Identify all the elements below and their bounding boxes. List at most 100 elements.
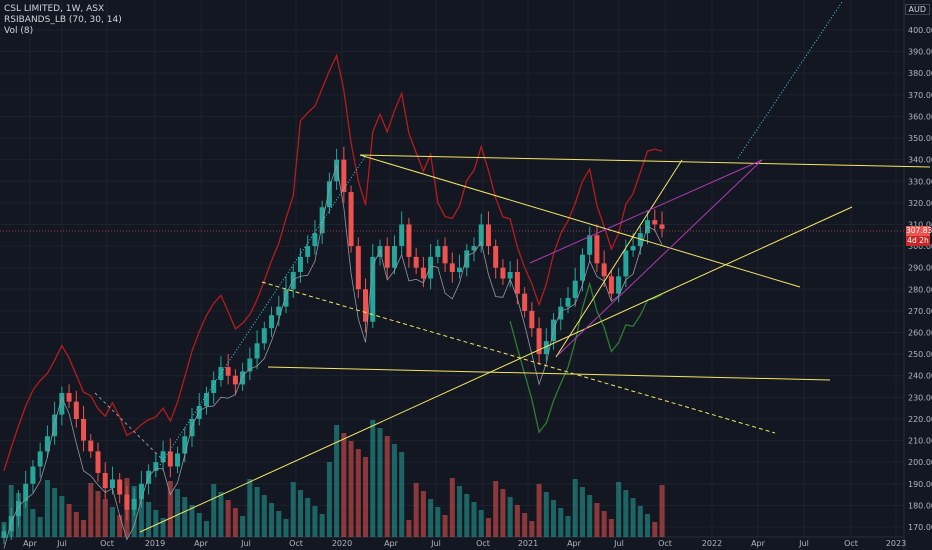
time-tick-label: Jul [430,539,441,548]
candle-body [363,289,369,322]
steep-trendline [555,159,683,358]
candle-body [514,272,520,294]
candle-body [457,267,463,273]
volume-bar [232,508,238,537]
bar-countdown-tag: 4d 2h [906,236,930,246]
candle-body [399,224,405,247]
candle-body [218,367,224,381]
time-tick-label: 2021 [518,539,538,548]
volume-bar [579,487,585,537]
candle-body [117,479,123,495]
price-tick-label: 230.00 [908,393,932,402]
price-tick-label: 280.00 [908,285,932,294]
price-tick-label: 250.00 [908,350,932,359]
candle-body [254,343,260,359]
volume-bar [623,490,629,537]
price-tick-label: 370.00 [908,91,932,100]
candle-body [334,159,340,182]
time-tick-label: 2019 [145,539,165,548]
time-tick-label: 2023 [886,539,906,548]
candle-body [326,181,332,208]
volume-bar [500,489,506,537]
price-tick-label: 360.00 [908,112,932,121]
candle-body [391,246,397,268]
volume-bar [283,519,289,537]
candle-body [442,246,448,264]
volume-bar [334,425,340,537]
candle-body [276,306,282,316]
volume-bar [616,482,622,537]
candle-body [44,436,50,452]
volume-bar [420,491,426,537]
candle-body [109,479,115,489]
volume-bar [290,482,296,537]
price-tick-label: 300.00 [908,242,932,251]
volume-bar [73,512,79,537]
candle-body [507,272,513,279]
candle-body [652,220,658,225]
volume-bar [449,478,455,537]
candle-body [247,358,253,372]
volume-bar [514,505,520,537]
price-tick-label: 330.00 [908,177,932,186]
time-tick-label: Apr [384,539,399,548]
candle-body [153,462,159,471]
candle-body [312,233,318,247]
volume-bar [23,501,29,537]
volume-bar [269,503,275,537]
candle-body [73,401,79,419]
volume-bar [88,483,94,537]
grey-dashed-line [94,392,166,463]
chart-legend: CSL LIMITED, 1W, ASX RSIBANDS_LB (70, 30… [4,4,122,37]
volume-bar [428,499,434,537]
candle-body [290,272,296,290]
candle-body [449,263,455,273]
rsi-mid-line [3,165,663,549]
candle-body [485,224,491,247]
candle-body [536,328,542,355]
volume-bar [182,497,188,537]
volume-bar [81,520,87,537]
candle-body [23,483,29,502]
time-tick-label: Oct [476,539,490,548]
price-tick-label: 180.00 [908,501,932,510]
volume-bar [138,494,144,537]
volume-bar [355,449,361,537]
candle-body [428,256,434,279]
volume-bar [630,498,636,537]
volume-bar [652,522,658,537]
candle-body [435,246,441,257]
volume-bar [572,479,578,537]
volume-bar [565,516,571,537]
price-tick-label: 190.00 [908,480,932,489]
volume-bar [341,433,347,537]
volume-bar [645,514,651,537]
volume-bar [485,518,491,537]
candle-body [240,371,246,385]
rsi-upper-band-line [3,53,663,472]
candle-body [630,246,636,251]
descending-trendline [359,154,801,288]
volume-bar [160,518,166,537]
time-tick-label: Jul [798,539,809,548]
volume-bar [543,492,549,537]
currency-badge[interactable]: AUD [904,4,930,15]
candle-body [579,254,585,281]
candle-body [616,276,622,294]
candle-body [15,501,21,517]
candle-body [102,472,108,489]
candle-body [211,380,217,394]
candle-body [594,235,600,264]
candle-body [522,293,528,311]
price-tick-label: 210.00 [908,437,932,446]
volume-bar [225,500,231,537]
volume-bar [102,499,108,537]
volume-bar [175,489,181,537]
volume-bar [196,513,202,537]
candle-body [95,451,101,473]
volume-bar [464,494,470,537]
candle-body [558,306,564,320]
volume-bar [326,462,332,537]
